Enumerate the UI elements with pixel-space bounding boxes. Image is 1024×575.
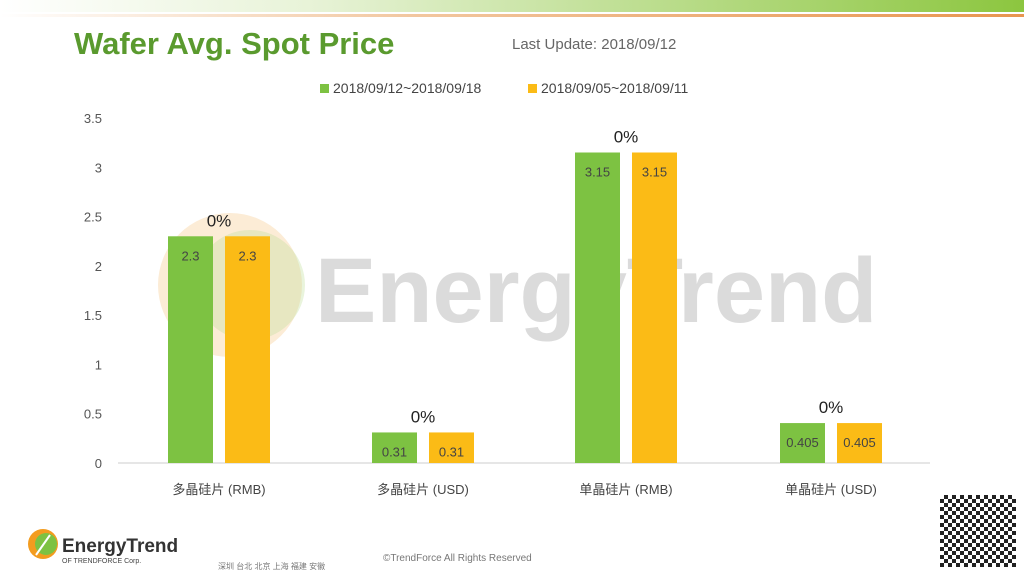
top-banner <box>0 0 1024 12</box>
x-tick-label: 多晶硅片 (RMB) <box>172 482 265 497</box>
x-tick-label: 单晶硅片 (RMB) <box>579 482 672 497</box>
logo-subtext: OF TRENDFORCE Corp. <box>62 558 142 565</box>
legend-label: 2018/09/12~2018/09/18 <box>333 80 482 96</box>
leaf-logo-icon <box>28 529 58 559</box>
bar-value-label: 3.15 <box>642 165 667 180</box>
bar-value-label: 0.405 <box>786 435 819 450</box>
bar-value-label: 2.3 <box>238 248 256 263</box>
x-tick-label: 单晶硅片 (USD) <box>785 482 877 497</box>
y-tick-label: 2.5 <box>84 210 102 225</box>
x-tick-label: 多晶硅片 (USD) <box>377 482 469 497</box>
change-label: 0% <box>411 407 436 426</box>
bar-value-label: 2.3 <box>181 248 199 263</box>
bar <box>780 423 825 463</box>
bar <box>632 152 677 463</box>
legend-label: 2018/09/05~2018/09/11 <box>541 80 689 96</box>
y-tick-label: 2 <box>95 259 102 274</box>
y-tick-label: 3.5 <box>84 111 102 126</box>
bar <box>225 236 270 463</box>
bar <box>372 432 417 463</box>
logo-text: EnergyTrend <box>62 536 179 557</box>
cities-text: 深圳 台北 北京 上海 福建 安徽 <box>218 562 326 571</box>
bar <box>168 236 213 463</box>
page-title: Wafer Avg. Spot Price <box>74 26 395 61</box>
y-tick-label: 0.5 <box>84 407 102 422</box>
bar <box>837 423 882 463</box>
change-label: 0% <box>614 128 639 147</box>
y-tick-label: 1 <box>95 357 102 372</box>
top-divider <box>0 14 1024 17</box>
bar <box>429 432 474 463</box>
copyright: ©TrendForce All Rights Reserved <box>383 553 532 564</box>
bar-value-label: 0.31 <box>382 444 407 459</box>
qr-code <box>940 495 1016 567</box>
y-tick-label: 1.5 <box>84 308 102 323</box>
bar <box>575 152 620 463</box>
legend-item-1: 2018/09/12~2018/09/18 <box>320 80 481 96</box>
bar-value-label: 0.405 <box>843 435 876 450</box>
change-label: 0% <box>207 211 232 230</box>
last-update: Last Update: 2018/09/12 <box>512 36 677 53</box>
bar-value-label: 3.15 <box>585 165 610 180</box>
legend-swatch <box>528 83 537 93</box>
legend-item-2: 2018/09/05~2018/09/11 <box>528 80 688 96</box>
bar-value-label: 0.31 <box>439 444 464 459</box>
change-label: 0% <box>819 398 844 417</box>
y-tick-label: 3 <box>95 160 102 175</box>
legend-swatch <box>320 83 329 93</box>
y-tick-label: 0 <box>95 456 102 471</box>
